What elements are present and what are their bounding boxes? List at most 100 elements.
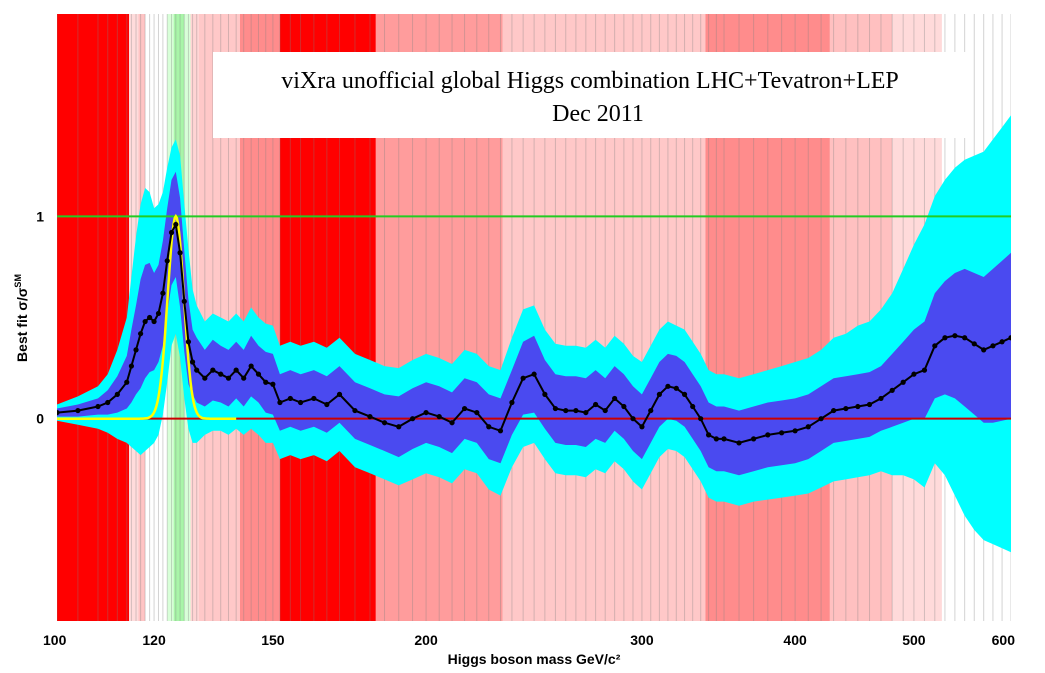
chart-title: viXra unofficial global Higgs combinatio… <box>281 68 899 94</box>
fit-point-57 <box>583 409 589 416</box>
fit-point-56 <box>573 407 579 414</box>
signal-curve <box>57 213 237 420</box>
fit-point-84 <box>866 401 873 408</box>
fit-point-24 <box>218 371 224 377</box>
fit-point-78 <box>792 428 798 434</box>
fit-point-81 <box>831 407 837 414</box>
x-tick-label-120: 120 <box>142 632 166 648</box>
fit-point-49 <box>497 428 504 434</box>
x-tick-label-500: 500 <box>902 632 926 648</box>
fit-point-21 <box>194 367 200 373</box>
fit-point-33 <box>287 395 293 402</box>
fit-point-90 <box>932 343 938 349</box>
fit-point-68 <box>681 391 688 397</box>
fit-point-4 <box>114 391 120 397</box>
fit-point-46 <box>461 405 468 412</box>
fit-point-58 <box>593 401 599 408</box>
fit-point-92 <box>952 333 958 339</box>
fit-point-29 <box>255 371 262 377</box>
fit-point-77 <box>779 430 785 436</box>
fit-point-13 <box>160 290 166 296</box>
fit-point-36 <box>324 401 330 408</box>
fit-point-60 <box>612 395 618 402</box>
fit-point-98 <box>1008 335 1011 341</box>
fit-point-40 <box>381 420 388 426</box>
fit-point-45 <box>449 420 455 426</box>
fit-point-35 <box>311 395 317 402</box>
fit-point-23 <box>210 367 216 373</box>
x-tick-label-300: 300 <box>630 632 654 648</box>
fit-point-97 <box>999 339 1005 345</box>
fit-point-88 <box>911 371 917 377</box>
fit-point-11 <box>151 318 157 325</box>
fit-point-69 <box>690 403 696 410</box>
fit-point-87 <box>900 379 906 385</box>
fit-point-3 <box>105 399 111 406</box>
fit-point-61 <box>621 403 627 410</box>
fit-point-27 <box>241 375 247 381</box>
x-axis-title: Higgs boson mass GeV/c² <box>448 651 621 667</box>
title-box: viXra unofficial global Higgs combinatio… <box>213 52 967 138</box>
fit-point-54 <box>552 405 559 412</box>
x-tick-label-100: 100 <box>43 632 67 648</box>
y-tick-label-0: 0 <box>36 411 44 427</box>
fit-point-38 <box>352 407 358 414</box>
fit-point-94 <box>971 341 977 347</box>
x-tick-label-400: 400 <box>783 632 807 648</box>
fit-point-28 <box>248 363 254 369</box>
fit-point-93 <box>962 335 968 341</box>
y-axis-title: Best fit σ/σSM <box>13 274 30 362</box>
fit-point-14 <box>164 258 170 264</box>
fit-point-18 <box>181 298 187 304</box>
fit-point-50 <box>509 399 515 406</box>
chart-subtitle: Dec 2011 <box>552 101 644 127</box>
fit-point-42 <box>409 416 416 422</box>
fit-point-66 <box>665 383 671 389</box>
fit-point-67 <box>673 385 679 391</box>
fit-point-79 <box>805 424 811 430</box>
fit-point-44 <box>436 414 442 420</box>
fit-point-5 <box>124 379 130 385</box>
best-fit-markers <box>57 221 1011 446</box>
fit-point-34 <box>297 399 304 406</box>
fit-point-2 <box>95 403 101 410</box>
fit-point-51 <box>520 375 526 381</box>
fit-point-55 <box>563 407 569 414</box>
fit-point-63 <box>639 424 645 430</box>
x-tick-label-200: 200 <box>414 632 438 648</box>
fit-point-95 <box>981 347 987 353</box>
fit-point-85 <box>878 395 884 402</box>
fit-point-0 <box>57 409 60 416</box>
fit-point-52 <box>531 371 537 377</box>
x-axis-ticks: 100 120 150 200 300 400 500 600 <box>43 632 1015 648</box>
fit-point-8 <box>137 331 144 337</box>
fit-point-17 <box>177 250 183 256</box>
fit-point-86 <box>889 387 895 393</box>
fit-point-74 <box>736 440 742 446</box>
fit-point-41 <box>396 424 402 430</box>
fit-point-48 <box>486 424 492 430</box>
fit-point-6 <box>128 363 135 369</box>
fit-point-37 <box>336 391 343 397</box>
fit-point-25 <box>225 375 232 381</box>
fit-point-73 <box>721 436 727 442</box>
fit-point-31 <box>270 381 276 387</box>
fit-point-75 <box>751 436 757 442</box>
fit-point-59 <box>602 407 608 414</box>
fit-point-76 <box>765 432 771 438</box>
fit-point-89 <box>921 367 928 373</box>
fit-point-39 <box>367 414 373 420</box>
fit-point-26 <box>233 367 239 373</box>
fit-point-10 <box>147 314 153 321</box>
fit-point-65 <box>656 391 663 397</box>
fit-point-7 <box>133 347 139 353</box>
fit-point-53 <box>542 391 548 397</box>
fit-point-80 <box>818 416 824 422</box>
x-tick-label-150: 150 <box>261 632 285 648</box>
fit-point-91 <box>942 335 948 341</box>
fit-point-70 <box>698 416 704 422</box>
fit-point-71 <box>705 432 712 438</box>
fit-point-82 <box>843 405 849 412</box>
fit-point-12 <box>155 310 162 317</box>
fit-point-72 <box>713 436 719 442</box>
